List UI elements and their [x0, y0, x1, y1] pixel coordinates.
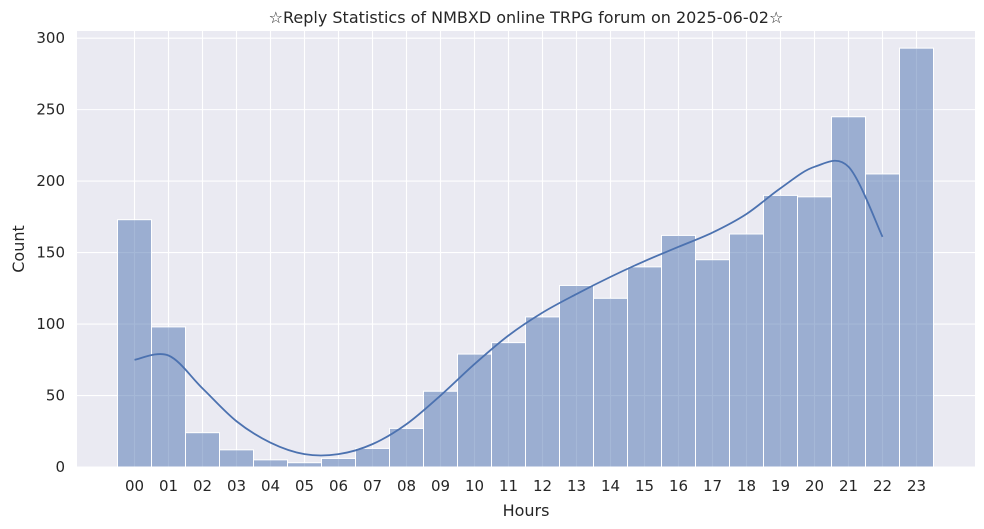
bar-hour-06 — [321, 457, 356, 468]
y-tick-labels: 0 50 100 150 200 250 300 — [36, 29, 65, 476]
y-tick-label: 300 — [36, 29, 65, 47]
x-tick-label: 01 — [159, 477, 178, 495]
bar-hour-15 — [627, 266, 662, 468]
x-tick-label: 16 — [669, 477, 688, 495]
bar-hour-20 — [797, 196, 832, 468]
y-tick-label: 50 — [46, 387, 65, 405]
x-tick-label: 10 — [465, 477, 484, 495]
bar-hour-11 — [491, 342, 526, 468]
y-tick-label: 100 — [36, 315, 65, 333]
bar-hour-14 — [593, 297, 628, 468]
bar-hour-00 — [117, 219, 152, 468]
x-tick-label: 18 — [737, 477, 756, 495]
x-tick-label: 17 — [703, 477, 722, 495]
bar-hour-01 — [151, 326, 186, 468]
y-tick-label: 200 — [36, 172, 65, 190]
bar-hour-03 — [219, 449, 254, 468]
x-tick-label: 14 — [601, 477, 620, 495]
bar-hour-17 — [695, 259, 730, 468]
y-tick-label: 250 — [36, 101, 65, 119]
x-tick-label: 07 — [363, 477, 382, 495]
chart-title: ☆Reply Statistics of NMBXD online TRPG f… — [269, 8, 784, 27]
bar-hour-16 — [661, 234, 696, 468]
bars — [117, 47, 934, 468]
bar-hour-10 — [457, 353, 492, 468]
x-tick-label: 06 — [329, 477, 348, 495]
bar-hour-18 — [729, 233, 764, 468]
bar-hour-19 — [763, 194, 798, 468]
y-axis-label: Count — [9, 225, 28, 273]
x-tick-label: 23 — [907, 477, 926, 495]
x-tick-label: 04 — [261, 477, 280, 495]
x-tick-label: 22 — [873, 477, 892, 495]
bar-hour-23 — [899, 47, 934, 468]
kde-line — [134, 159, 884, 457]
bar-hour-08 — [389, 427, 424, 468]
bar-hour-21 — [831, 116, 866, 468]
x-tick-label: 02 — [193, 477, 212, 495]
x-tick-label: 08 — [397, 477, 416, 495]
bar-hour-13 — [559, 284, 594, 468]
x-tick-label: 05 — [295, 477, 314, 495]
bar-hour-07 — [355, 447, 390, 468]
x-axis-label: Hours — [503, 501, 550, 520]
x-tick-label: 03 — [227, 477, 246, 495]
x-tick-label: 09 — [431, 477, 450, 495]
x-tick-label: 00 — [125, 477, 144, 495]
x-tick-labels: 00 01 02 03 04 05 06 07 08 09 10 11 12 13 14 15 16 17 18 19… — [125, 477, 926, 495]
x-tick-label: 20 — [805, 477, 824, 495]
bar-hour-22 — [865, 173, 900, 468]
bar-hour-09 — [423, 390, 458, 468]
x-tick-label: 11 — [499, 477, 518, 495]
x-tick-label: 12 — [533, 477, 552, 495]
y-tick-label: 150 — [36, 244, 65, 262]
bar-hour-05 — [287, 462, 322, 468]
bar-hour-02 — [185, 432, 220, 468]
bar-hour-12 — [525, 316, 560, 468]
y-tick-label: 0 — [55, 458, 65, 476]
x-tick-label: 21 — [839, 477, 858, 495]
bar-hour-04 — [253, 459, 288, 468]
x-tick-label: 15 — [635, 477, 654, 495]
x-tick-label: 13 — [567, 477, 586, 495]
x-tick-label: 19 — [771, 477, 790, 495]
